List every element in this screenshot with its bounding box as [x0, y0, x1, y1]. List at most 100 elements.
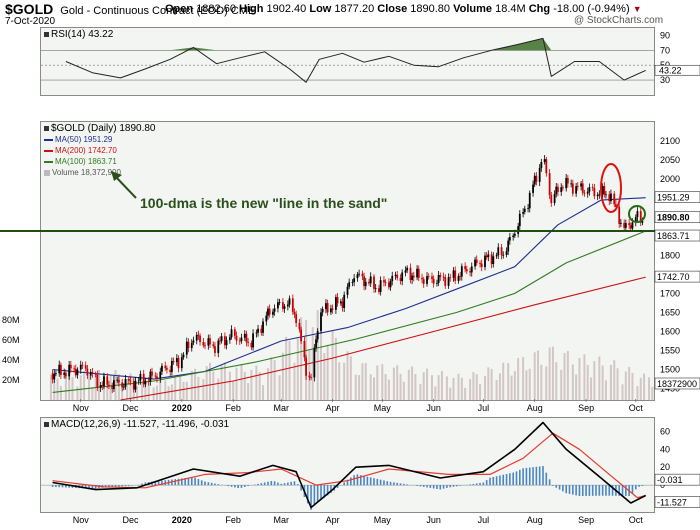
price-candle-body — [245, 333, 248, 343]
macd-histogram-bar — [296, 484, 299, 486]
chg-value: -18.00 (-0.94%) — [553, 3, 630, 15]
price-candle-body — [431, 276, 433, 279]
macd-histogram-bar — [389, 481, 392, 486]
price-candle-body — [517, 226, 520, 234]
price-candle-body — [557, 186, 559, 192]
volume-bar — [604, 380, 607, 400]
price-candle-body — [618, 206, 621, 224]
volume-bar — [167, 386, 170, 400]
macd-histogram-bar — [558, 485, 561, 490]
price-candle-body — [51, 373, 54, 380]
price-candle-body — [388, 282, 390, 288]
macd-histogram-bar — [177, 478, 180, 486]
price-badge-label: 1863.71 — [657, 231, 690, 241]
price-candle-body — [411, 275, 414, 280]
macd-histogram-bar — [326, 485, 329, 496]
price-candle-body — [639, 211, 642, 223]
macd-histogram-bar — [320, 485, 322, 500]
legend-ma200: MA(200) 1742.70 — [55, 146, 117, 155]
volume-bar — [484, 375, 487, 400]
macd-histogram-bar — [190, 477, 193, 486]
price-candle-body — [84, 365, 87, 369]
price-candle-body — [235, 335, 238, 341]
x-tick-label: 2020 — [172, 403, 192, 413]
volume-bar — [235, 367, 238, 400]
price-candle-body — [111, 385, 114, 390]
macd-tick-label: 40 — [660, 444, 670, 454]
macd-histogram-bar — [290, 481, 292, 486]
macd-histogram-bar — [350, 477, 352, 486]
macd-histogram-bar — [230, 485, 233, 487]
volume-bar — [349, 356, 352, 400]
price-tick-label: 2000 — [660, 174, 680, 184]
macd-histogram-bar — [376, 478, 379, 486]
price-candle-body — [613, 193, 616, 205]
volume-bar — [106, 385, 109, 400]
macd-histogram-bar — [562, 485, 564, 492]
price-candle-body — [394, 274, 397, 276]
macd-histogram-bar — [605, 485, 607, 496]
macd-histogram-bar — [118, 485, 120, 487]
volume-bar — [358, 375, 361, 400]
ma-line — [52, 230, 646, 393]
low-value: 1877.20 — [334, 3, 375, 15]
high-label: High — [239, 3, 264, 15]
volume-bar — [217, 378, 220, 400]
macd-histogram-bar — [181, 478, 183, 486]
price-candle-body — [464, 266, 467, 270]
macd-histogram-bar — [638, 485, 640, 487]
macd-histogram-bar — [499, 475, 501, 486]
macd-histogram-bar — [446, 485, 448, 488]
price-candle-body — [436, 282, 438, 284]
price-candle-body — [214, 346, 216, 354]
x-tick-label: Apr — [326, 515, 340, 525]
price-candle-body — [484, 255, 486, 268]
volume-bar — [613, 360, 616, 400]
price-candle-body — [149, 371, 152, 382]
price-candle-body — [68, 364, 71, 377]
volume-bar — [373, 377, 376, 400]
volume-bar — [147, 379, 150, 400]
price-candle-body — [129, 380, 132, 382]
price-candle-body — [442, 276, 445, 278]
macd-histogram-bar — [197, 479, 200, 486]
highlight-ellipse — [600, 163, 622, 213]
volume-bar — [83, 370, 86, 400]
volume-tick-label: 20M — [2, 375, 20, 385]
macd-histogram-bar — [515, 471, 518, 486]
macd-histogram-bar — [51, 485, 54, 487]
volume-bar — [141, 382, 144, 400]
price-candle-body — [240, 337, 243, 342]
macd-histogram-bar — [459, 485, 461, 486]
price-candle-body — [427, 276, 430, 277]
price-candle-body — [187, 341, 190, 349]
macd-histogram-bar — [588, 485, 591, 496]
chg-label: Chg — [528, 3, 551, 15]
price-candle-body — [610, 193, 612, 202]
macd-histogram-bar — [545, 472, 548, 486]
volume-bar — [616, 368, 619, 400]
volume-bar — [399, 373, 402, 400]
price-candle-body — [106, 376, 109, 385]
price-candle-body — [465, 269, 468, 272]
price-candle-body — [124, 378, 127, 387]
watermark: @ StockCharts.com — [574, 15, 664, 26]
price-candle-body — [96, 374, 99, 388]
macd-histogram-bar — [489, 477, 491, 486]
price-candle-body — [325, 303, 327, 310]
price-candle-body — [190, 342, 193, 349]
macd-badge-label: -11.527 — [657, 497, 687, 507]
price-candle-body — [99, 385, 102, 388]
volume-bar — [197, 376, 200, 400]
price-candle-body — [459, 276, 462, 277]
macd-histogram-bar — [237, 485, 239, 489]
price-candle-body — [485, 255, 488, 258]
volume-bar — [522, 357, 525, 400]
price-candle-body — [631, 222, 634, 229]
macd-histogram-bar — [58, 485, 61, 488]
price-candle-body — [437, 275, 440, 283]
x-tick-label: Oct — [629, 515, 644, 525]
macd-histogram-bar — [227, 485, 230, 487]
price-candle-body — [59, 364, 62, 375]
macd-histogram-bar — [330, 485, 332, 494]
